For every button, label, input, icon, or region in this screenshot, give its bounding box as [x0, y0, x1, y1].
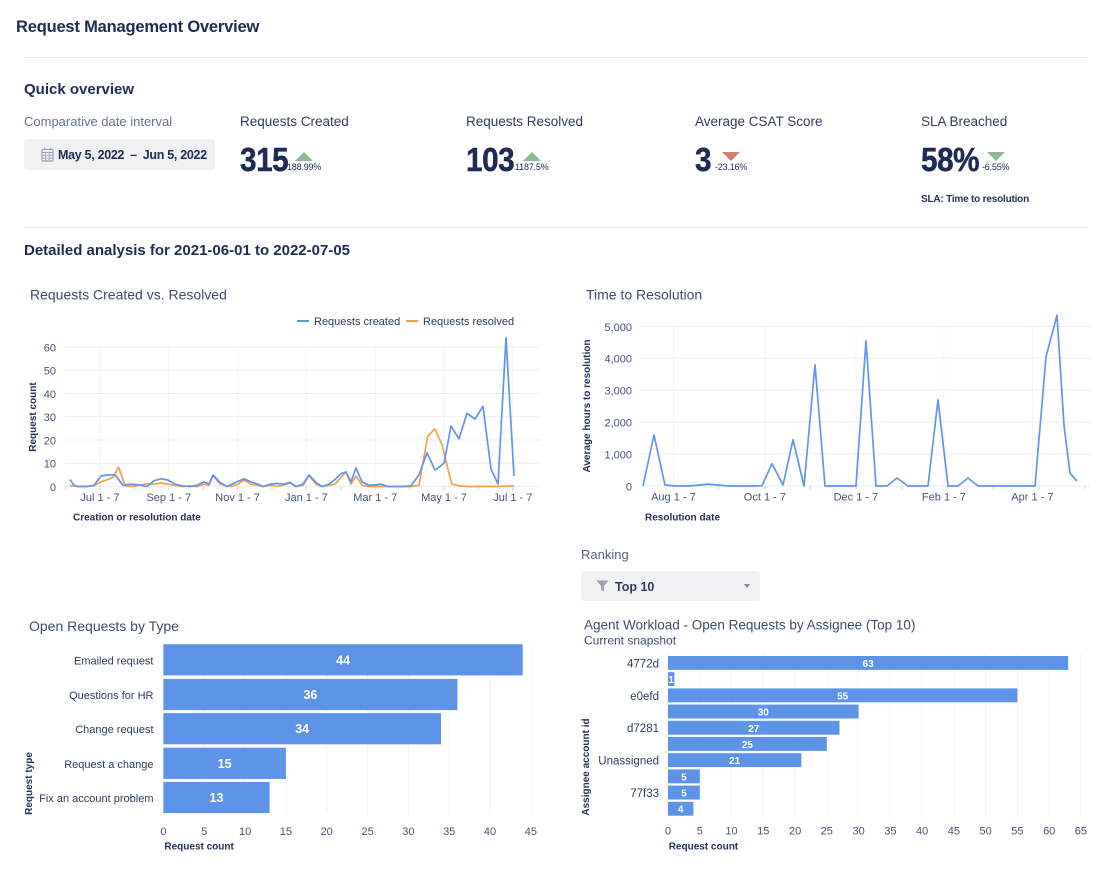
- svg-text:Requests Created vs. Resolved: Requests Created vs. Resolved: [30, 287, 227, 303]
- svg-text:Request count: Request count: [28, 382, 39, 452]
- svg-text:36: 36: [303, 688, 317, 702]
- svg-text:50: 50: [44, 366, 56, 378]
- svg-text:Sep 1 - 7: Sep 1 - 7: [146, 492, 191, 504]
- svg-text:30: 30: [758, 708, 770, 719]
- svg-text:0: 0: [160, 826, 166, 838]
- svg-text:25: 25: [821, 826, 833, 838]
- svg-text:Requests resolved: Requests resolved: [423, 316, 514, 328]
- svg-text:Resolution date: Resolution date: [645, 513, 720, 524]
- svg-text:35: 35: [443, 826, 455, 838]
- svg-text:10: 10: [44, 459, 56, 471]
- svg-text:5: 5: [697, 826, 703, 838]
- svg-text:15: 15: [218, 757, 232, 771]
- svg-text:44: 44: [336, 653, 350, 667]
- svg-text:Assignee account id: Assignee account id: [581, 718, 592, 815]
- svg-text:Average hours to resolution: Average hours to resolution: [582, 340, 593, 473]
- svg-text:55: 55: [1011, 826, 1023, 838]
- svg-text:77f33: 77f33: [630, 788, 659, 800]
- svg-text:Request count: Request count: [164, 842, 234, 853]
- svg-text:4,000: 4,000: [604, 354, 632, 366]
- svg-text:5: 5: [201, 826, 207, 838]
- svg-text:50: 50: [979, 826, 991, 838]
- svg-text:0: 0: [50, 482, 56, 494]
- svg-text:40: 40: [44, 389, 56, 401]
- svg-text:45: 45: [948, 826, 960, 838]
- svg-text:1: 1: [668, 675, 674, 686]
- svg-text:10: 10: [239, 826, 251, 838]
- svg-text:30: 30: [402, 826, 414, 838]
- svg-text:34: 34: [295, 722, 309, 736]
- svg-text:1,000: 1,000: [604, 449, 632, 461]
- svg-text:Fix an account problem: Fix an account problem: [39, 793, 153, 805]
- svg-text:Open Requests by Type: Open Requests by Type: [29, 618, 179, 634]
- svg-text:Request type: Request type: [24, 752, 35, 815]
- svg-text:15: 15: [280, 826, 292, 838]
- svg-text:4: 4: [678, 805, 684, 816]
- svg-text:Jul 1 - 7: Jul 1 - 7: [493, 492, 532, 504]
- svg-text:e0efd: e0efd: [630, 691, 659, 703]
- svg-text:Jul 1 - 7: Jul 1 - 7: [80, 492, 119, 504]
- svg-text:Unassigned: Unassigned: [598, 756, 659, 768]
- svg-text:60: 60: [44, 342, 56, 354]
- svg-text:10: 10: [725, 826, 737, 838]
- svg-text:25: 25: [361, 826, 373, 838]
- svg-text:Aug 1 - 7: Aug 1 - 7: [651, 492, 696, 504]
- svg-text:Emailed request: Emailed request: [74, 655, 154, 667]
- svg-text:30: 30: [44, 412, 56, 424]
- svg-text:13: 13: [210, 791, 224, 805]
- svg-text:Jan 1 - 7: Jan 1 - 7: [285, 492, 328, 504]
- svg-text:35: 35: [884, 826, 896, 838]
- svg-text:Time to Resolution: Time to Resolution: [586, 287, 702, 303]
- svg-text:21: 21: [729, 756, 741, 767]
- svg-text:27: 27: [748, 724, 760, 735]
- svg-text:May 1 - 7: May 1 - 7: [421, 492, 467, 504]
- svg-text:4772d: 4772d: [627, 659, 659, 671]
- svg-text:55: 55: [837, 691, 849, 702]
- svg-text:20: 20: [789, 826, 801, 838]
- svg-text:20: 20: [321, 826, 333, 838]
- svg-text:2,000: 2,000: [604, 418, 632, 430]
- svg-text:5: 5: [681, 789, 687, 800]
- svg-text:Nov 1 - 7: Nov 1 - 7: [215, 492, 260, 504]
- svg-text:Agent Workload - Open Requests: Agent Workload - Open Requests by Assign…: [584, 618, 915, 633]
- svg-text:Creation or resolution date: Creation or resolution date: [73, 513, 201, 524]
- svg-text:40: 40: [916, 826, 928, 838]
- svg-text:3,000: 3,000: [604, 386, 632, 398]
- svg-text:45: 45: [525, 826, 537, 838]
- svg-text:15: 15: [757, 826, 769, 838]
- svg-text:Apr 1 - 7: Apr 1 - 7: [1011, 492, 1053, 504]
- svg-text:30: 30: [852, 826, 864, 838]
- svg-text:Request a change: Request a change: [64, 759, 153, 771]
- svg-text:Current snapshot: Current snapshot: [584, 634, 677, 648]
- svg-text:65: 65: [1075, 826, 1087, 838]
- svg-text:Change request: Change request: [75, 724, 153, 736]
- svg-text:0: 0: [626, 481, 632, 493]
- svg-text:63: 63: [863, 659, 875, 670]
- svg-text:Request count: Request count: [669, 842, 739, 853]
- svg-text:25: 25: [742, 740, 754, 751]
- svg-text:40: 40: [484, 826, 496, 838]
- svg-text:Oct 1 - 7: Oct 1 - 7: [744, 492, 786, 504]
- svg-text:Feb 1 - 7: Feb 1 - 7: [922, 492, 966, 504]
- svg-text:Requests created: Requests created: [314, 316, 400, 328]
- svg-text:5: 5: [681, 772, 687, 783]
- svg-text:Questions for HR: Questions for HR: [69, 690, 153, 702]
- svg-text:20: 20: [44, 435, 56, 447]
- svg-text:0: 0: [665, 826, 671, 838]
- svg-text:60: 60: [1043, 826, 1055, 838]
- svg-text:d7281: d7281: [627, 723, 659, 735]
- svg-text:Mar 1 - 7: Mar 1 - 7: [353, 492, 397, 504]
- svg-text:5,000: 5,000: [604, 322, 632, 334]
- svg-text:Dec 1 - 7: Dec 1 - 7: [834, 492, 879, 504]
